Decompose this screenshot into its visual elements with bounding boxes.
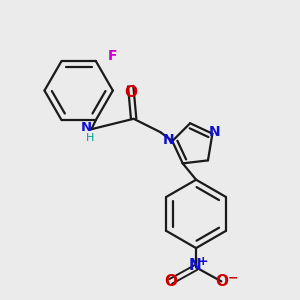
Text: N: N: [80, 121, 92, 134]
Text: O: O: [164, 274, 177, 289]
Text: N: N: [163, 133, 175, 147]
Text: O: O: [124, 85, 137, 100]
Text: +: +: [198, 255, 208, 268]
Text: H: H: [86, 133, 94, 143]
Text: N: N: [209, 125, 220, 139]
Text: −: −: [227, 271, 238, 284]
Text: N: N: [188, 258, 201, 273]
Text: F: F: [108, 50, 118, 63]
Text: O: O: [215, 274, 228, 289]
